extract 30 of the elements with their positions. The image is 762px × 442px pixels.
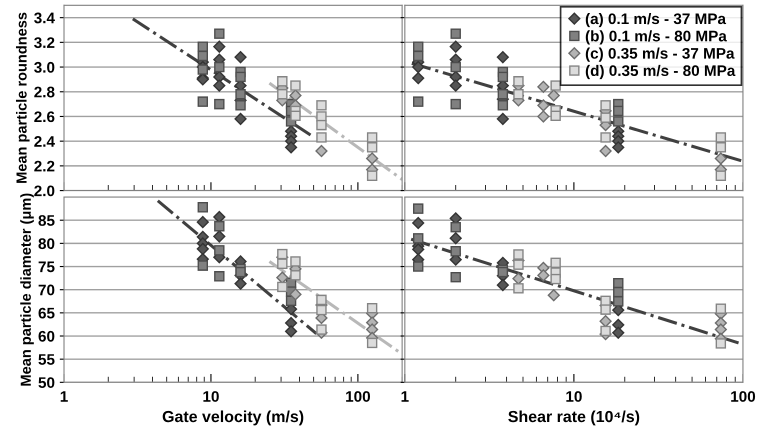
y-tick-label: 2.0 [34,185,54,196]
y-tick-label: 2.6 [34,111,54,122]
x-axis-title: Shear rate (10⁴/s) [508,410,640,426]
y-axis-title: Mean particle roundness [16,12,30,183]
y-tick-label: 70 [38,284,54,296]
x-tick-label: 1 [60,391,68,402]
x-tick-label: 10 [566,391,582,402]
y-tick-label: 2.4 [34,136,55,147]
legend-label: (c) 0.35 m/s - 37 MPa [586,48,735,62]
x-tick-label: 100 [346,391,370,402]
y-tick-label: 3.4 [34,12,55,24]
y-tick-label: 2.8 [34,86,55,98]
x-tick-label: 10 [203,391,219,402]
y-tick-label: 75 [38,262,55,272]
y-tick-label: 60 [38,330,54,342]
y-tick-label: 55 [38,354,55,365]
y-tick-label: 85 [38,215,55,226]
legend-label: (a) 0.1 m/s - 37 MPa [586,12,726,28]
x-tick-label: 1 [402,391,409,402]
x-tick-label: 100 [731,391,756,402]
legend-label: (d) 0.35 m/s - 80 MPa [586,64,736,80]
legend-label: (b) 0.1 m/s - 80 MPa [586,30,727,44]
y-tick-label: 3.0 [34,62,54,73]
x-axis-title: Gate velocity (m/s) [162,410,304,426]
y-axis-title: Mean particle diameter (μm) [20,194,34,386]
y-tick-label: 3.2 [34,37,54,48]
y-tick-label: 65 [38,308,55,319]
y-tick-label: 50 [38,377,54,388]
y-tick-label: 2.2 [34,160,54,172]
y-tick-label: 80 [38,238,54,250]
